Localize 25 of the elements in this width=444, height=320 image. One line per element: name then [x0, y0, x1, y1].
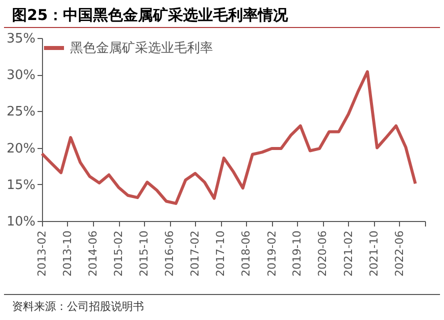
x-tick-label: 2021-10 — [367, 230, 380, 276]
chart-title: 图25：中国黑色金属矿采选业毛利率情况 — [4, 0, 440, 28]
y-tick-label: 25% — [6, 104, 36, 120]
line-series — [40, 70, 417, 205]
y-tick-label: 20% — [6, 141, 36, 156]
text: 资料来源：公司招股说明书 — [4, 294, 440, 318]
x-tick-label: 2016-06 — [163, 230, 176, 276]
x-tick-label: 2015-02 — [112, 230, 126, 276]
x-tick-label: 2020-06 — [316, 230, 330, 276]
y-tick-label: 30% — [6, 68, 36, 84]
y-tick-label: 10% — [6, 214, 36, 230]
x-tick-label: 2018-06 — [240, 230, 253, 276]
x-tick-label: 2014-06 — [86, 230, 100, 276]
legend-label: 黑色金属矿采选业毛利率 — [70, 40, 213, 56]
x-tick-label: 2022-06 — [392, 230, 406, 276]
x-tick-label: 2017-02 — [188, 230, 202, 276]
x-tick-label: 2015-10 — [137, 230, 150, 276]
y-tick-label: 35% — [6, 32, 36, 46]
x-tick-label: 2013-10 — [60, 230, 74, 276]
y-tick-label: 15% — [6, 178, 36, 193]
x-tick-label: 2013-02 — [36, 230, 48, 276]
x-tick-label: 2019-10 — [290, 230, 304, 276]
x-tick-label: 2021-02 — [342, 230, 355, 276]
x-tick-label: 2017-10 — [214, 230, 228, 276]
x-tick-label: 2019-02 — [265, 230, 278, 276]
